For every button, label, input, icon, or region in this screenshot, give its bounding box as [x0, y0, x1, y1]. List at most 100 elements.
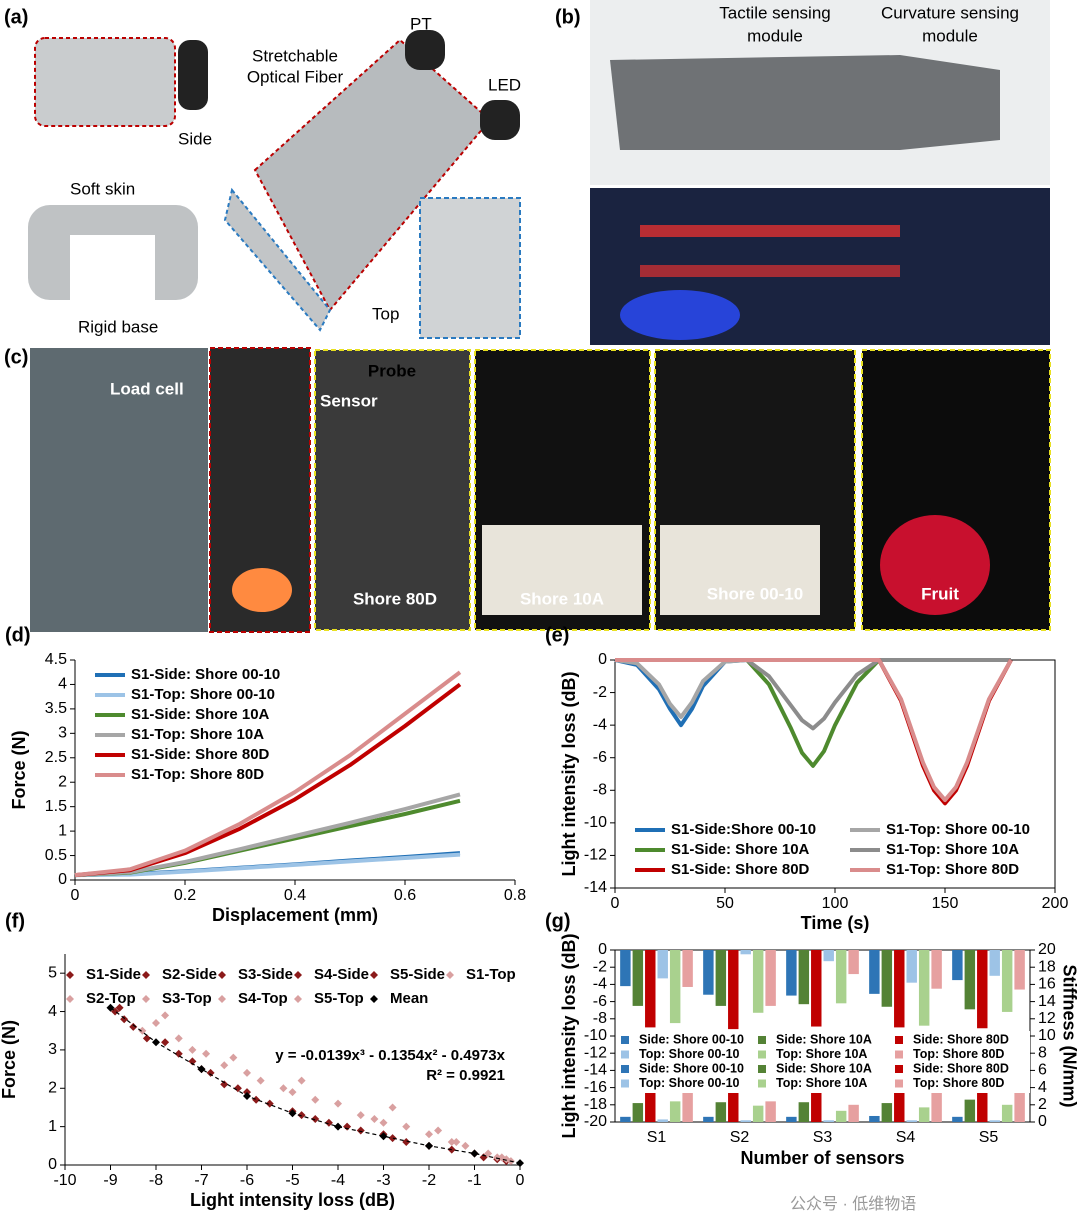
legend-label: S1-Side: Shore 10A [671, 841, 810, 858]
bar [669, 950, 681, 1024]
bar [620, 1116, 631, 1122]
skin-gap [70, 235, 155, 305]
photo [30, 348, 208, 632]
label: Tactile sensing [719, 3, 831, 22]
bar [765, 950, 776, 1006]
glow [640, 265, 900, 277]
x-tick-label: 0.4 [284, 887, 306, 904]
bar [620, 950, 631, 987]
x-tick-label: -1 [467, 1172, 481, 1189]
bar [728, 950, 739, 1030]
y-tick-label: 0.5 [45, 847, 67, 864]
legend-swatch [621, 1065, 629, 1073]
panel-label: (c) [4, 346, 28, 368]
glow [620, 290, 740, 340]
bar [786, 950, 797, 996]
label: Shore 10A [520, 589, 604, 608]
bar [835, 1110, 847, 1122]
y2-tick-label: 0 [1038, 1113, 1047, 1130]
y2-axis-title: Stiffness (N/mm) [1059, 964, 1079, 1107]
legend-swatch [370, 971, 378, 979]
y-tick-label: 2.5 [45, 749, 67, 766]
x-tick-label: 100 [822, 895, 849, 912]
sensor-end [223, 187, 332, 332]
y-axis-title: Light intensity loss (dB) [559, 671, 579, 876]
bar [752, 950, 764, 1013]
panel-label: (d) [5, 624, 31, 646]
data-point [388, 1134, 397, 1143]
bar [669, 1101, 681, 1122]
data-point [229, 1053, 238, 1062]
legend-swatch [758, 1050, 766, 1059]
sample [232, 568, 292, 612]
bar [682, 1080, 693, 1122]
y-tick-label: -18 [584, 1096, 607, 1113]
watermark: 公众号 · 低维物语 [790, 1195, 916, 1213]
label: Side [178, 129, 212, 148]
y-tick-label: 4 [48, 1003, 57, 1020]
x-tick-label: 0 [516, 1172, 525, 1189]
legend-label: Top: Shore 00-10 [639, 1076, 740, 1090]
legend-swatch [370, 995, 378, 1003]
y-tick-label: -4 [593, 976, 607, 993]
bar [918, 950, 930, 1026]
bar [811, 1080, 822, 1122]
panel-label: (e) [545, 624, 569, 646]
bar [964, 1099, 976, 1122]
legend-label: S3-Top [162, 990, 212, 1007]
top-photo [419, 197, 521, 339]
legend-label: S1-Side [86, 966, 141, 983]
data-point [197, 1065, 206, 1074]
legend-label: Top: Shore 10A [776, 1076, 867, 1090]
y-tick-label: -10 [584, 1027, 607, 1044]
data-point [425, 1130, 433, 1139]
bar [715, 950, 727, 1006]
y-tick-label: 1 [58, 822, 67, 839]
bar [881, 950, 893, 1007]
data-point [174, 1034, 183, 1043]
x-tick-label: S2 [730, 1129, 750, 1146]
legend-label: S4-Side [314, 966, 369, 983]
photo-c: (c) Load cell Probe Sensor Shore 80D Sho… [4, 346, 1051, 633]
y-tick-label: 1 [48, 1118, 57, 1135]
data-point [243, 1091, 251, 1100]
bar [740, 950, 751, 955]
data-point [379, 1132, 388, 1141]
y-tick-label: 5 [48, 964, 57, 981]
bar [703, 950, 714, 995]
x-tick-label: S1 [647, 1129, 667, 1146]
bar [977, 1080, 988, 1122]
y-tick-label: -14 [584, 1062, 607, 1079]
data-point [252, 1095, 261, 1104]
bar [632, 1103, 644, 1122]
x-tick-label: 0.6 [394, 887, 416, 904]
x-tick-label: 150 [932, 895, 959, 912]
pt-photo [405, 30, 445, 70]
data-point [142, 1034, 151, 1043]
y2-tick-label: 18 [1038, 958, 1056, 975]
glow [640, 225, 900, 237]
data-line [614, 658, 1011, 719]
data-point [311, 1095, 320, 1104]
y2-tick-label: 16 [1038, 976, 1056, 993]
y-tick-label: -4 [593, 716, 607, 733]
legend-swatch [66, 971, 74, 979]
y-tick-label: 0 [598, 651, 607, 668]
y-tick-label: 3.5 [45, 700, 67, 717]
data-point [152, 1038, 160, 1047]
data-point [356, 1111, 365, 1120]
label: LED [488, 75, 521, 94]
label: PT [410, 14, 432, 33]
annotation: y = -0.0139x³ - 0.1354x² - 0.4973x [275, 1047, 505, 1064]
bar [894, 950, 905, 1028]
y-tick-label: -12 [584, 1044, 607, 1061]
legend-label: Side: Shore 80D [913, 1061, 1009, 1075]
bar [823, 1120, 834, 1122]
data-point [233, 1084, 242, 1093]
bar [1014, 950, 1025, 990]
data-point [470, 1149, 479, 1158]
x-tick-label: -2 [422, 1172, 436, 1189]
y2-tick-label: 6 [1038, 1062, 1047, 1079]
legend-swatch [621, 1050, 629, 1059]
bar [894, 1080, 905, 1122]
